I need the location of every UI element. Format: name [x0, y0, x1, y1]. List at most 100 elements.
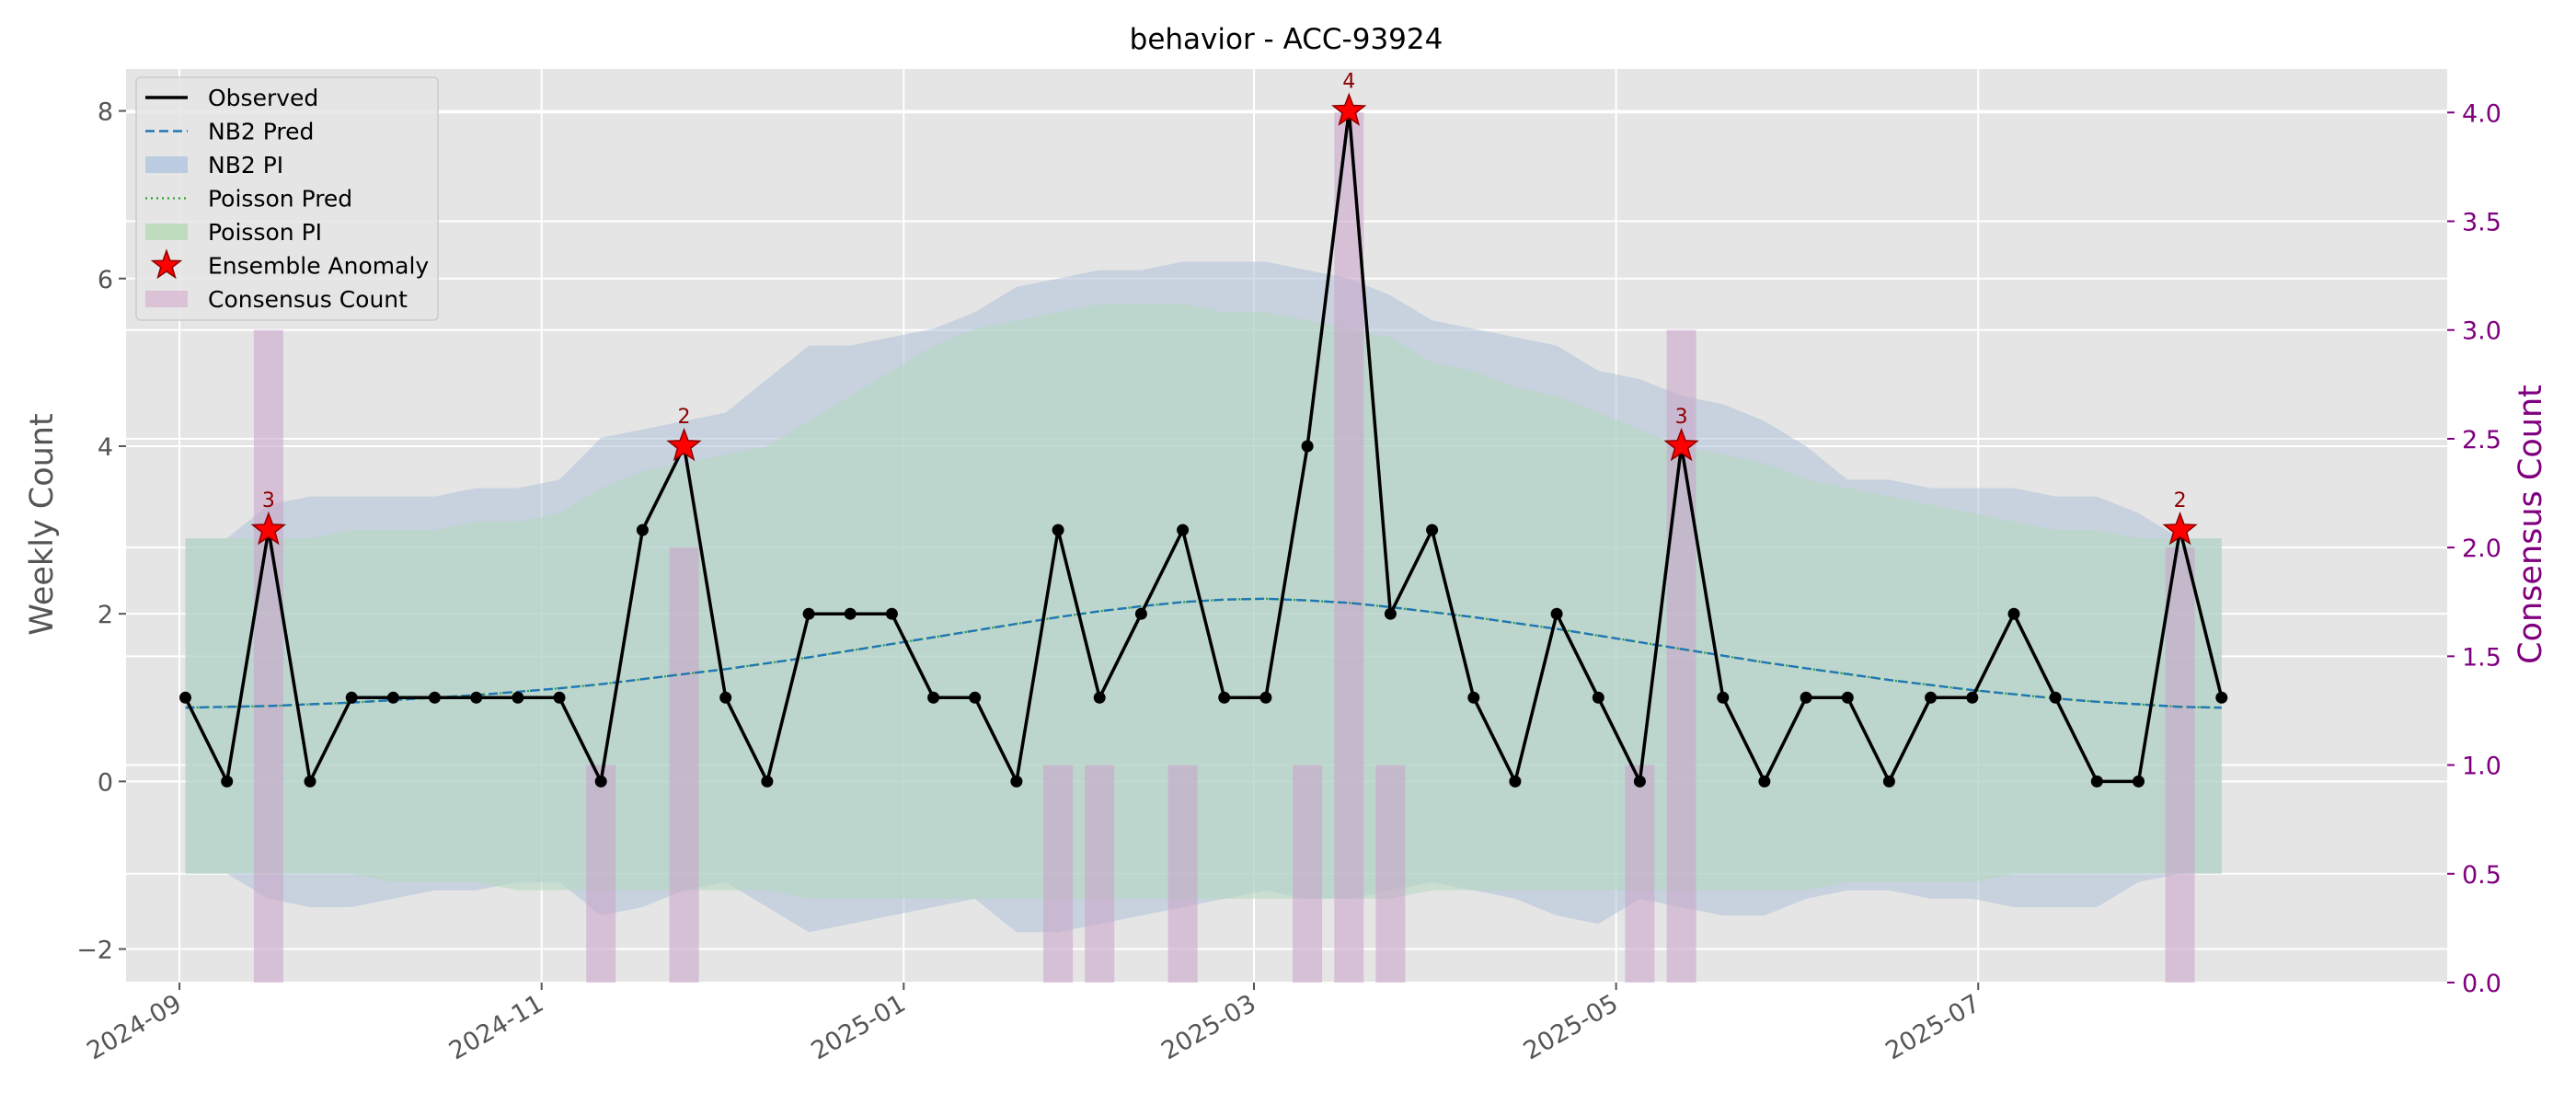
x-tick-label: 2025-01	[807, 989, 911, 1065]
observed-point	[761, 775, 774, 788]
y-axis-right: 0.0 0.5 1.0 1.5 2.0 2.5 3.0 3.5 4.0	[2447, 99, 2501, 998]
observed-point	[179, 691, 191, 704]
y-tick-label-right: 0.5	[2462, 861, 2501, 890]
prediction-lines	[185, 597, 2222, 709]
observed-point	[304, 775, 316, 788]
observed-point	[1177, 523, 1190, 536]
consensus-bar	[1167, 765, 1198, 983]
legend-label: Ensemble Anomaly	[208, 253, 429, 280]
legend-label: Observed	[208, 85, 318, 111]
x-axis: 2024-09 2024-11 2025-01 2025-03 2025-05 2025-…	[82, 983, 1985, 1065]
observed-point	[1925, 691, 1938, 704]
anomaly-label: 2	[2174, 489, 2187, 512]
anomaly-label: 3	[1675, 406, 1688, 429]
observed-point	[2090, 775, 2103, 788]
consensus-bar	[586, 765, 616, 983]
observed-point	[1384, 607, 1397, 620]
legend-label: NB2 PI	[208, 152, 283, 178]
x-tick-label: 2025-07	[1881, 989, 1985, 1065]
y-tick-label-right: 4.0	[2462, 99, 2501, 128]
observed-point	[1841, 691, 1854, 704]
observed-series	[179, 105, 2228, 788]
consensus-bar	[1085, 765, 1115, 983]
observed-point	[1467, 691, 1480, 704]
legend-label: Consensus Count	[208, 286, 408, 313]
anomaly-star	[2162, 511, 2198, 546]
observed-point	[1010, 775, 1023, 788]
y-tick-label-right: 3.0	[2462, 317, 2501, 346]
anomaly-label: 2	[678, 406, 691, 429]
observed-point	[1717, 691, 1730, 704]
observed-point	[1509, 775, 1522, 788]
consensus-bar	[1375, 765, 1406, 983]
y-tick-label-right: 1.5	[2462, 643, 2501, 672]
observed-point	[1800, 691, 1812, 704]
observed-point	[636, 523, 649, 536]
legend-label: Poisson Pred	[208, 186, 352, 213]
y-tick-label-right: 1.0	[2462, 753, 2501, 781]
observed-point	[927, 691, 940, 704]
observed-point	[1966, 691, 1979, 704]
legend-handle-star	[150, 248, 183, 280]
observed-point	[429, 691, 441, 704]
observed-point	[1592, 691, 1604, 704]
observed-point	[2215, 691, 2228, 704]
anomaly-star	[1663, 427, 1699, 462]
observed-point	[1218, 691, 1231, 704]
y-tick-label-right: 2.0	[2462, 535, 2501, 563]
observed-point	[345, 691, 358, 704]
y-axis-label-left: Weekly Count	[24, 413, 61, 635]
legend-handle-patch	[145, 224, 188, 240]
consensus-bar	[1334, 112, 1364, 983]
y-tick-label-right: 2.5	[2462, 426, 2501, 454]
legend-handle-patch	[145, 156, 188, 173]
x-tick-label: 2025-05	[1519, 989, 1623, 1065]
consensus-bar	[1625, 765, 1655, 983]
observed-point	[512, 691, 524, 704]
observed-point	[1301, 440, 1314, 453]
anomaly-star	[250, 511, 287, 546]
y-tick-label-left: −2	[76, 937, 113, 965]
x-tick-label: 2024-09	[82, 989, 186, 1065]
observed-line	[183, 110, 2224, 788]
observed-point	[221, 775, 234, 788]
observed-point	[1633, 775, 1646, 788]
y-tick-label-right: 3.5	[2462, 209, 2501, 237]
consensus-bar	[2165, 547, 2195, 983]
observed-point	[2007, 607, 2020, 620]
anomaly-label: 4	[1342, 71, 1355, 94]
observed-point	[553, 691, 566, 704]
x-tick-label: 2025-03	[1156, 989, 1260, 1065]
anomaly-markers: 3 2 4 3 2	[250, 71, 2198, 546]
nb2-pred-line	[185, 597, 2222, 709]
observed-point	[1134, 607, 1147, 620]
observed-point	[885, 607, 898, 620]
legend-handle-patch	[145, 291, 188, 307]
observed-point	[1758, 775, 1771, 788]
observed-point	[2133, 775, 2145, 788]
observed-point	[1550, 607, 1563, 620]
y-axis-label-right: Consensus Count	[2513, 385, 2549, 664]
consensus-bar	[1293, 765, 1323, 983]
observed-point	[719, 691, 732, 704]
legend-label: Poisson PI	[208, 219, 322, 246]
x-tick-label: 2024-11	[444, 989, 548, 1065]
y-tick-label-left: 0	[98, 768, 113, 797]
observed-point	[969, 691, 982, 704]
y-tick-label-left: 8	[98, 98, 113, 127]
legend-label: NB2 Pred	[208, 119, 314, 145]
observed-point	[594, 775, 607, 788]
chart-title: behavior - ACC-93924	[1130, 23, 1443, 56]
observed-point	[470, 691, 483, 704]
legend-box	[135, 76, 439, 321]
observed-point	[1426, 523, 1439, 536]
anomaly-star	[1331, 92, 1367, 126]
anomaly-star	[666, 427, 702, 462]
observed-point	[1093, 691, 1106, 704]
y-tick-label-left: 6	[98, 266, 113, 294]
anomaly-label: 3	[262, 489, 275, 512]
consensus-bar	[253, 329, 283, 983]
observed-point	[386, 691, 399, 704]
consensus-bars	[253, 112, 2195, 983]
